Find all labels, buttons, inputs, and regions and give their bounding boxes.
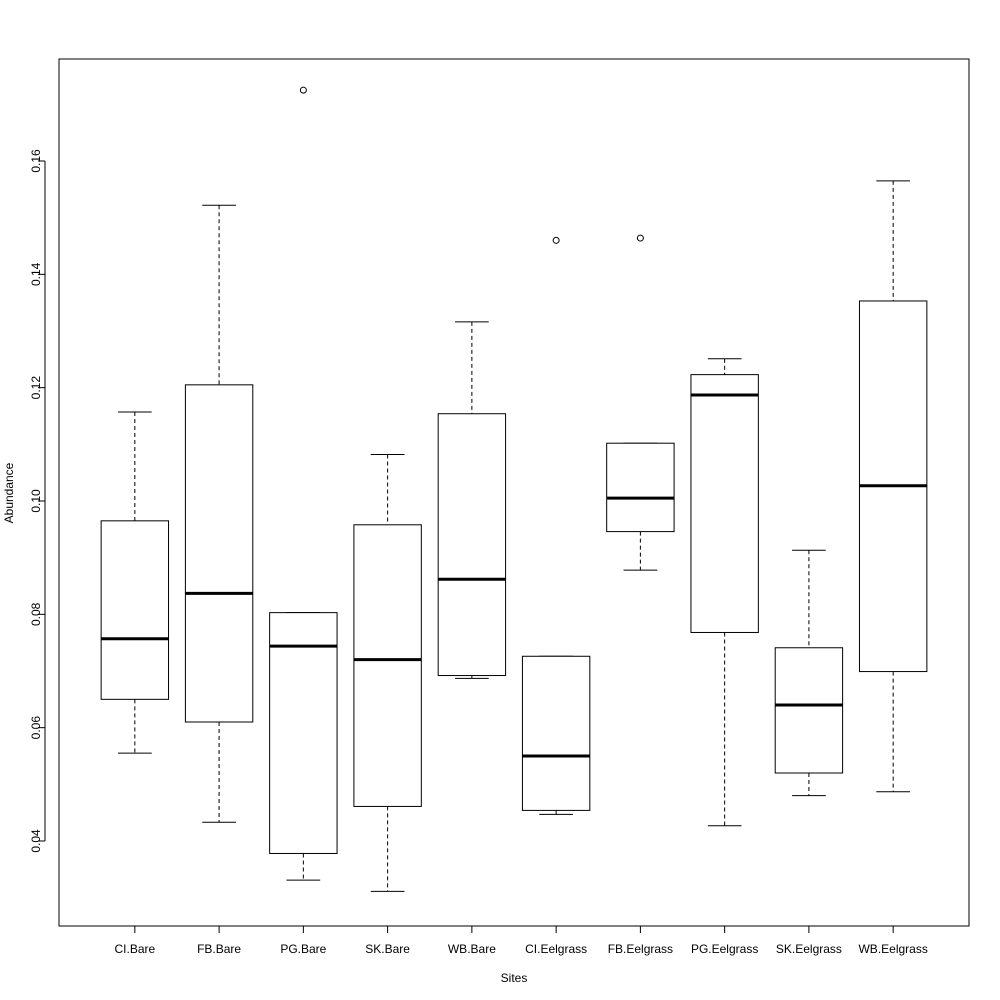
y-tick-label: 0.16 [29,149,43,173]
x-axis-label: Sites [501,971,528,985]
x-axis: CI.Bare FB.Bare PG.Bare SK.Bare WB.Bare CI.Ee… [114,925,928,956]
y-tick-label: 0.14 [29,262,43,286]
iqr-box [690,374,759,633]
iqr-box [774,647,844,774]
x-tick-label: PG.Bare [280,942,326,956]
outlier-point [299,86,307,94]
iqr-box [100,520,170,700]
iqr-box [269,612,338,854]
box-PG.Eelgrass [690,358,759,827]
iqr-box [184,384,254,723]
boxes-layer [100,86,928,892]
box-WB.Eelgrass [858,180,928,793]
iqr-box [521,655,591,811]
y-tick-label: 0.10 [29,489,43,513]
iqr-box [606,442,675,533]
box-SK.Bare [353,454,422,892]
y-tick-label: 0.04 [29,829,43,853]
x-tick-label: SK.Bare [365,942,410,956]
box-FB.Eelgrass [606,234,675,571]
box-FB.Bare [184,204,254,823]
outlier-point [636,234,644,242]
x-tick-label: SK.Eelgrass [776,942,842,956]
iqr-box [353,524,422,807]
x-tick-label: PG.Eelgrass [691,942,758,956]
box-CI.Bare [100,411,170,754]
box-WB.Bare [437,321,507,679]
box-PG.Bare [269,86,338,881]
y-tick-label: 0.08 [29,602,43,626]
x-tick-label: CI.Eelgrass [525,942,587,956]
x-tick-label: WB.Eelgrass [858,942,927,956]
x-tick-label: FB.Bare [197,942,241,956]
x-tick-label: FB.Eelgrass [608,942,673,956]
y-axis: 0.04 0.06 0.08 0.10 0.12 0.14 0.16 [29,149,46,853]
iqr-box [437,413,507,677]
y-tick-label: 0.12 [29,376,43,400]
box-CI.Eelgrass [521,236,591,815]
outlier-point [552,236,560,244]
y-axis-label: Abundance [2,462,16,523]
x-tick-label: CI.Bare [114,942,155,956]
x-tick-label: WB.Bare [448,942,496,956]
box-SK.Eelgrass [774,549,844,797]
y-tick-label: 0.06 [29,716,43,740]
